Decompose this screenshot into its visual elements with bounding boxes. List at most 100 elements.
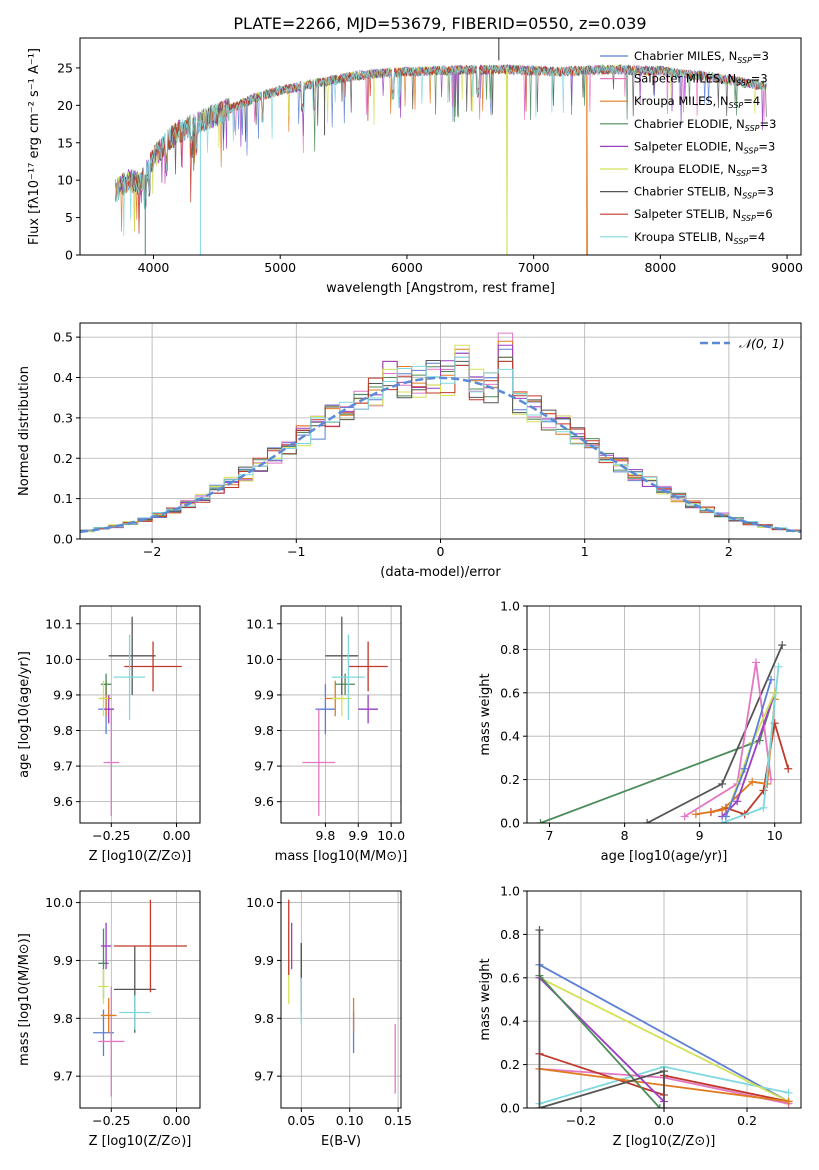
x-tick-label: −2 (143, 544, 161, 559)
y-tick-label: 1.0 (500, 884, 520, 899)
weight-line (538, 974, 661, 1108)
y-tick-label: 25 (57, 60, 73, 75)
plot-area (93, 899, 187, 1097)
plot-area (80, 332, 801, 539)
y-tick-label: 9.7 (254, 1069, 274, 1084)
y-tick-label: 10.1 (246, 616, 274, 631)
y-tick-label: 0.2 (53, 451, 73, 466)
y-tick-label: 10.0 (45, 652, 73, 667)
y-tick-label: 9.7 (53, 1069, 73, 1084)
y-tick-label: 0.3 (53, 410, 73, 425)
y-tick-label: 0.4 (500, 1014, 520, 1029)
x-tick-label: 0.00 (163, 1113, 191, 1128)
axes-frame (280, 605, 402, 824)
y-axis-label: age [log10(age/yr)] (17, 651, 32, 778)
y-tick-label: 9.8 (53, 723, 73, 738)
x-tick-label: 0 (437, 544, 445, 559)
x-tick-label: 7 (546, 828, 554, 843)
y-tick-label: 0.5 (53, 330, 73, 345)
legend-label: Chabrier STELIB, NSSP=3 (634, 185, 774, 201)
axes-frame (526, 605, 802, 824)
y-tick-label: 9.8 (254, 1011, 274, 1026)
legend-label: Salpeter MILES, NSSP=3 (634, 72, 768, 88)
y-tick-label: 0.8 (500, 642, 520, 657)
x-axis-label: wavelength [Angstrom, rest frame] (326, 281, 555, 296)
chart-weight-vs-Z: −0.2 0.0 0.2 0.0 0.2 0.4 0.6 0.8 1.0 Z [log10(Z/Z… (478, 884, 802, 1149)
x-tick-label: −0.2 (566, 1113, 596, 1128)
x-tick-label: 0.05 (287, 1113, 315, 1128)
chart-weight-vs-age: 7 8 9 10 0.0 0.2 0.4 0.6 0.8 1.0 age [log10(age/yr… (478, 599, 802, 864)
x-axis-label: Z [log10(Z/Z⊙)] (613, 1134, 716, 1149)
panels: 4000 5000 6000 7000 8000 90000510152025wavele… (17, 37, 803, 1149)
y-tick-label: 1.0 (500, 599, 520, 614)
x-tick-label: −0.25 (92, 1113, 130, 1128)
legend-label: Kroupa STELIB, NSSP=4 (634, 230, 765, 246)
x-tick-label: 10.0 (377, 828, 405, 843)
x-axis-label: (data-model)/error (380, 565, 501, 580)
y-axis-label: Flux [fλ10⁻¹⁷ erg cm⁻² s⁻¹ A⁻¹] (27, 48, 42, 245)
x-tick-label: 9.9 (348, 828, 368, 843)
y-tick-label: 10.1 (45, 616, 73, 631)
weight-line (538, 930, 665, 1108)
legend-label: Kroupa ELODIE, NSSP=3 (634, 162, 768, 178)
chart-mass-vs-ebv: 0.05 0.10 0.15 9.7 9.8 9.9 10.0 E(B-V) (246, 890, 412, 1149)
y-axis-label: mass weight (478, 958, 493, 1040)
axes-frame (79, 890, 201, 1109)
x-tick-label: 0.10 (336, 1113, 364, 1128)
y-tick-label: 0.6 (500, 970, 520, 985)
y-axis-label: Normed distribution (17, 366, 32, 496)
y-tick-label: 9.7 (254, 759, 274, 774)
chart-spectrum: 4000 5000 6000 7000 8000 9000 0 5 10 15 20 25 wavele… (27, 37, 803, 296)
weight-line (539, 964, 789, 1103)
axes-frame (280, 890, 402, 1109)
plot-area (288, 899, 396, 1094)
x-tick-label: −0.25 (92, 828, 130, 843)
weight-line (540, 692, 776, 823)
axes-frame (79, 605, 201, 824)
x-tick-label: 1 (581, 544, 589, 559)
x-tick-label: 0.0 (654, 1113, 674, 1128)
legend-label: Chabrier ELODIE, NSSP=3 (634, 117, 776, 133)
y-tick-label: 0.4 (500, 729, 520, 744)
x-axis-label: mass [log10(M/M⊙)] (275, 849, 408, 864)
chart-residual-histogram: −2 −1 0 1 2 0.0 0.1 0.2 0.3 0.4 0.5 (data-model)/er… (17, 322, 802, 580)
y-tick-label: 9.9 (53, 687, 73, 702)
y-tick-label: 9.6 (53, 794, 73, 809)
x-tick-label: 8000 (644, 260, 676, 275)
x-axis-label: E(B-V) (321, 1134, 361, 1149)
y-tick-label: 0 (65, 248, 73, 263)
y-tick-label: 15 (57, 135, 73, 150)
plot-area (115, 38, 767, 255)
spectrum-line (115, 64, 767, 237)
x-axis-label: Z [log10(Z/Z⊙)] (89, 1134, 192, 1149)
x-tick-label: 7000 (518, 260, 550, 275)
x-tick-label: 9000 (771, 260, 803, 275)
normal-curve (80, 376, 801, 534)
chart-mass-vs-Z: −0.25 0.00 9.7 9.8 9.9 10.0 Z [log10(Z/Z⊙)] mas… (17, 890, 201, 1149)
y-tick-label: 10.0 (45, 895, 73, 910)
weight-line (684, 662, 772, 818)
x-tick-label: 9.8 (315, 828, 335, 843)
plot-area (302, 616, 388, 816)
legend-label: Salpeter ELODIE, NSSP=3 (634, 139, 775, 155)
plot-area (536, 641, 793, 823)
legend-label: Kroupa MILES, NSSP=4 (634, 94, 760, 110)
x-tick-label: 9 (696, 828, 704, 843)
y-tick-label: 10.0 (246, 652, 274, 667)
y-axis-label: mass weight (478, 673, 493, 755)
y-tick-label: 0.4 (53, 370, 73, 385)
x-tick-label: 0.15 (384, 1113, 412, 1128)
y-tick-label: 10.0 (246, 895, 274, 910)
y-tick-label: 0.1 (53, 491, 73, 506)
y-tick-label: 0.0 (500, 1101, 520, 1116)
x-tick-label: 5000 (264, 260, 296, 275)
x-tick-label: −1 (287, 544, 305, 559)
x-tick-label: 4000 (138, 260, 170, 275)
x-tick-label: 0.2 (737, 1113, 757, 1128)
y-tick-label: 0.2 (500, 1057, 520, 1072)
x-axis-label: age [log10(age/yr)] (601, 849, 728, 864)
x-tick-label: 0.00 (163, 828, 191, 843)
figure-title: PLATE=2266, MJD=53679, FIBERID=0550, z=0… (233, 14, 646, 33)
y-tick-label: 9.6 (254, 794, 274, 809)
